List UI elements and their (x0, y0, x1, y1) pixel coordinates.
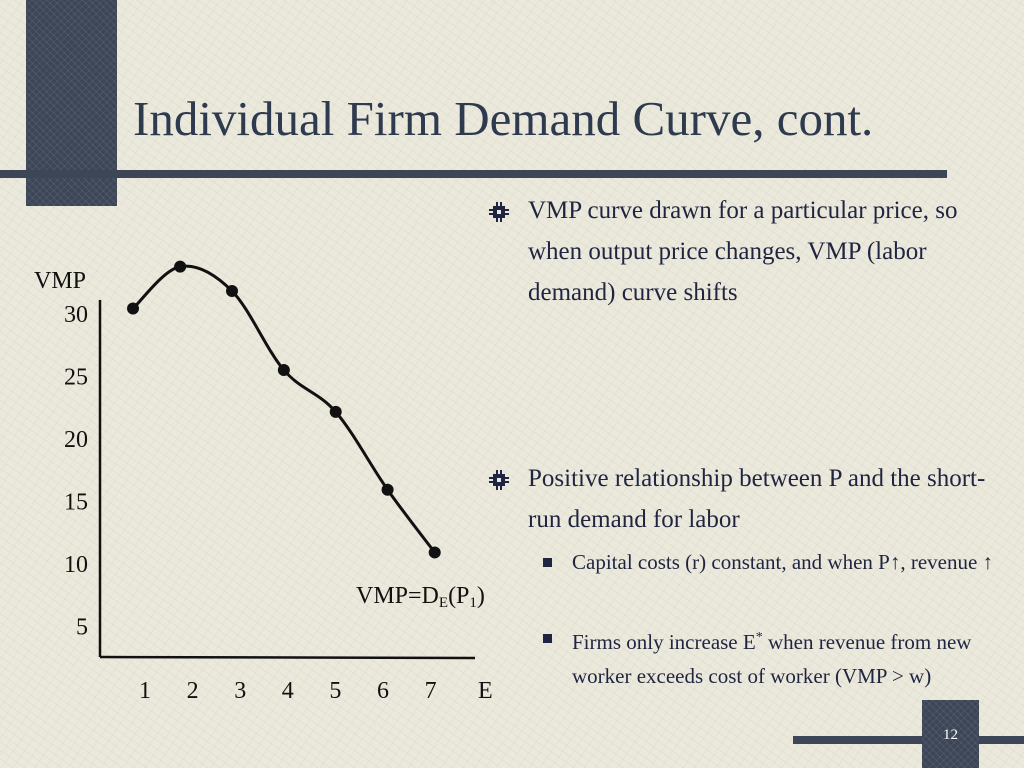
chart-points (127, 260, 441, 559)
bullet-marker-icon (489, 202, 509, 222)
series-label-base: VMP=D (356, 583, 439, 609)
subbullet-text: Firms only increase E* when revenue from… (572, 621, 1010, 693)
x-tick-label: 3 (234, 678, 246, 704)
x-axis-label: E (478, 678, 493, 704)
x-tick-label: 2 (187, 678, 199, 704)
bullet-text: Positive relationship between P and the … (528, 465, 986, 533)
bullet-marker-icon (489, 470, 509, 490)
y-tick-label: 15 (64, 490, 88, 516)
page-number: 12 (943, 727, 958, 743)
series-label-end: ) (477, 583, 485, 609)
vmp-data-point (277, 364, 290, 377)
square-bullet-icon (543, 558, 552, 567)
y-axis-label: VMP (34, 268, 86, 294)
vmp-data-point (428, 546, 441, 559)
vmp-data-point (329, 405, 342, 418)
x-tick-label: 1 (139, 678, 151, 704)
vmp-data-point (226, 285, 238, 298)
bullet-text: VMP curve drawn for a particular price, … (528, 197, 958, 306)
subbullet-text: Capital costs (r) constant, and when P↑,… (572, 550, 994, 574)
y-tick-label: 5 (76, 615, 88, 641)
page-number-box: 12 (922, 700, 979, 768)
chart-line-layer (131, 264, 436, 554)
page-title: Individual Firm Demand Curve, cont. (133, 91, 874, 146)
x-axis-line (99, 655, 476, 660)
x-tick-label: 7 (425, 678, 437, 704)
series-label-mid: (P (448, 583, 469, 609)
bullet-positive-relationship: Positive relationship between P and the … (486, 458, 1011, 540)
y-tick-label: 10 (64, 552, 88, 578)
vmp-data-point (127, 302, 139, 315)
title-underline-bar (0, 170, 947, 178)
series-label-sub-1: 1 (469, 595, 477, 611)
series-label-sub-e: E (439, 595, 448, 611)
subbullet-text-before: Firms only increase E (572, 630, 756, 654)
x-tick-label: 6 (377, 678, 389, 704)
subbullet-capital-costs: Capital costs (r) constant, and when P↑,… (540, 545, 1010, 579)
y-tick-label: 25 (64, 365, 88, 391)
series-label: VMP=DE(P1) (356, 583, 485, 611)
bullet-vmp-shift: VMP curve drawn for a particular price, … (486, 190, 1011, 313)
subbullet-firms-increase: Firms only increase E* when revenue from… (540, 621, 1010, 693)
x-tick-label: 5 (329, 678, 341, 704)
vmp-curve (131, 264, 436, 554)
y-tick-label: 30 (64, 302, 88, 328)
chart-axes (98, 300, 476, 660)
vmp-data-point (174, 260, 187, 273)
chart-ticks: 1 2 3 4 5 6 7 30 25 20 15 10 5 (64, 302, 437, 704)
y-tick-label: 20 (64, 427, 88, 453)
square-bullet-icon (543, 634, 552, 643)
subbullet-text-after: when revenue from new worker exceeds cos… (572, 630, 972, 688)
vmp-data-point (381, 483, 394, 496)
superscript-star: * (755, 630, 763, 645)
x-tick-label: 4 (282, 678, 294, 704)
footer-line (793, 736, 1024, 744)
